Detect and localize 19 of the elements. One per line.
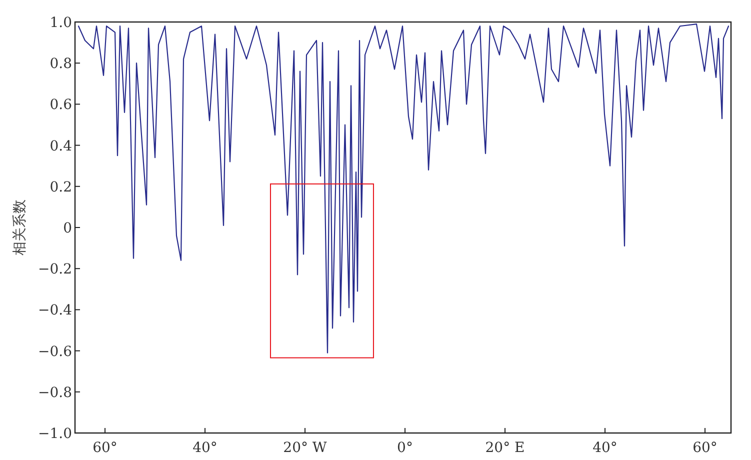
y-tick-label: 0.4 xyxy=(50,138,72,154)
x-tick-label: 40° xyxy=(592,440,618,456)
y-tick-label: 0.8 xyxy=(50,56,72,72)
y-axis-title: 相关系数 xyxy=(12,200,28,256)
x-tick-label: 20° E xyxy=(485,440,525,456)
y-tick-label: 0 xyxy=(63,220,72,236)
x-tick-label: 40° xyxy=(192,440,218,456)
y-tick-label: −0.2 xyxy=(38,262,72,278)
y-tick-label: 1.0 xyxy=(50,15,72,31)
y-tick-label: −0.8 xyxy=(38,384,72,401)
x-tick-label: 0° xyxy=(397,440,413,456)
x-tick-label: 20° W xyxy=(283,440,328,456)
x-tick-label: 60° xyxy=(692,440,718,456)
x-tick-label: 60° xyxy=(92,440,118,456)
y-tick-label: 0.6 xyxy=(50,97,72,114)
y-tick-label: 0.2 xyxy=(50,179,72,196)
y-tick-label: −1.0 xyxy=(38,426,72,442)
y-tick-label: −0.6 xyxy=(38,344,72,360)
y-tick-label: −0.4 xyxy=(38,302,72,319)
